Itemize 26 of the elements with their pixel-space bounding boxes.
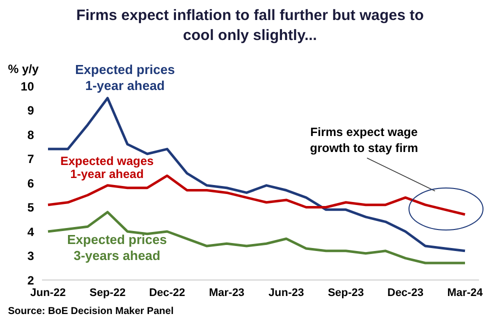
x-tick-label: Sep-23 xyxy=(328,286,364,299)
line-series xyxy=(46,96,466,252)
source-note: Source: BoE Decision Maker Panel xyxy=(8,306,174,317)
x-tick-label: Jun-23 xyxy=(268,286,304,299)
text: Expected prices 1-year ahead xyxy=(74,62,176,94)
x-tick-label: Mar-24 xyxy=(447,286,484,299)
y-tick-label: 4 xyxy=(27,224,34,239)
y-tick-label: 5 xyxy=(27,200,34,215)
y-tick-label: 6 xyxy=(27,176,34,190)
y-tick-label: 2 xyxy=(27,273,34,288)
y-tick-label: 9 xyxy=(27,104,34,118)
y-tick-label: 8 xyxy=(27,128,34,142)
x-tick-label: Mar-23 xyxy=(208,286,244,299)
line-series xyxy=(46,210,466,264)
y-tick-label: 10 xyxy=(20,79,34,94)
series-label: Expected prices 3-years ahead xyxy=(66,232,168,264)
x-tick-label: Dec-23 xyxy=(387,286,424,299)
y-tick-label: 7 xyxy=(27,152,34,166)
series-label: Expected wages 1-year ahead xyxy=(59,154,155,181)
y-axis-title: % y/y xyxy=(8,62,39,76)
y-tick-label: 3 xyxy=(27,249,34,264)
x-tick-label: Jun-22 xyxy=(30,286,66,299)
x-tick-label: Dec-22 xyxy=(149,286,186,299)
x-tick-label: Sep-22 xyxy=(90,286,126,299)
annotation: Firms expect wage growth to stay firm xyxy=(308,124,419,156)
chart-title: Firms expect inflation to fall further but wages to cool only slightly... xyxy=(75,6,425,46)
